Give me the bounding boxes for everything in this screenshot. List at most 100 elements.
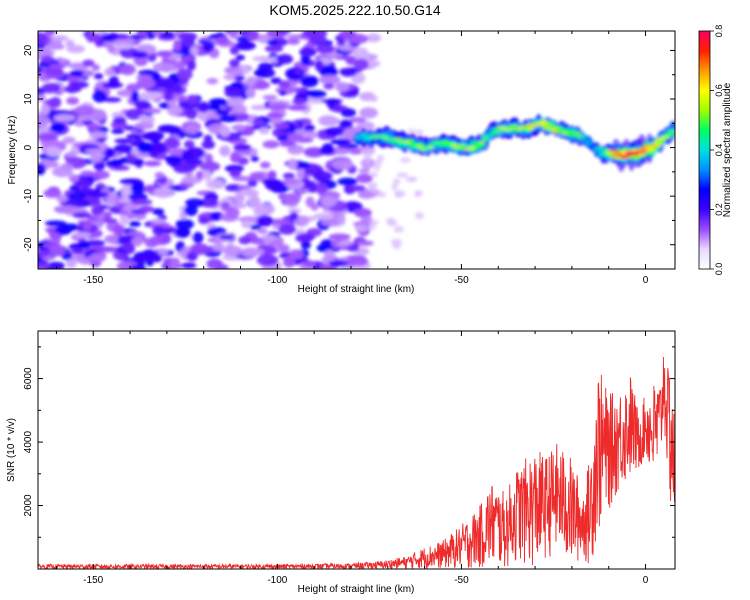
- heatmap-noise-cell: [56, 205, 78, 211]
- heatmap-noise-cell: [287, 133, 304, 143]
- heatmap-noise-cell: [70, 254, 88, 261]
- heatmap-noise-cell: [157, 31, 178, 39]
- heatmap-noise-cell: [318, 74, 341, 85]
- heatmap-noise-cell: [273, 122, 290, 129]
- heatmap-noise-cell: [112, 224, 126, 236]
- heatmap-noise-cell: [258, 127, 270, 135]
- heatmap-noise-cell: [295, 233, 314, 243]
- heatmap-noise-cell: [119, 214, 130, 226]
- heatmap-noise-cell: [276, 54, 294, 65]
- heatmap-noise-cell: [235, 54, 246, 61]
- heatmap-noise-cell: [137, 69, 159, 76]
- heatmap-noise-cell: [89, 191, 109, 198]
- heatmap-noise-cell: [267, 116, 283, 125]
- heatmap-noise-cell: [366, 181, 379, 189]
- heatmap-noise-cell: [38, 31, 48, 43]
- heatmap-signal-cell: [459, 145, 469, 148]
- heatmap-noise-cell: [186, 158, 204, 165]
- heatmap-noise-cell: [38, 262, 51, 269]
- heatmap-noise-cell: [282, 256, 296, 268]
- top-x-axis-label: Height of straight line (km): [298, 284, 415, 295]
- heatmap-noise-cell: [300, 54, 311, 66]
- heatmap-noise-cell: [176, 68, 193, 81]
- heatmap-noise-cell: [304, 124, 315, 133]
- heatmap-noise-cell: [319, 66, 338, 78]
- heatmap-signal-cell: [612, 149, 621, 152]
- top-y-axis-label: Frequency (Hz): [7, 116, 18, 185]
- heatmap-noise-cell: [152, 62, 175, 72]
- heatmap-signal-cell: [403, 140, 412, 144]
- heatmap-noise-cell: [168, 99, 177, 109]
- heatmap-noise-cell: [415, 190, 424, 196]
- snr-series-line: [38, 356, 675, 569]
- heatmap-noise-cell: [66, 258, 77, 269]
- heatmap-noise-cell: [232, 202, 247, 209]
- heatmap-noise-cell: [392, 242, 401, 250]
- heatmap-noise-cell: [363, 155, 371, 163]
- heatmap-noise-cell: [296, 169, 305, 180]
- heatmap-noise-cell: [220, 206, 236, 212]
- heatmap-noise-cell: [143, 160, 162, 167]
- heatmap-noise-cell: [123, 125, 136, 131]
- heatmap-noise-cell: [233, 143, 252, 151]
- heatmap-noise-cell: [198, 217, 210, 225]
- heatmap-noise-cell: [219, 125, 231, 138]
- heatmap-noise-cell: [184, 198, 205, 208]
- heatmap-noise-cell: [219, 234, 234, 240]
- colorbar-tick-label: 0.0: [714, 263, 724, 276]
- heatmap-noise-cell: [318, 115, 338, 127]
- heatmap-signal-cell: [467, 146, 476, 150]
- heatmap-noise-cell: [205, 178, 226, 190]
- heatmap-noise-cell: [229, 31, 239, 39]
- heatmap-noise-cell: [368, 95, 378, 102]
- bottom-y-tick-label: 4000: [23, 431, 34, 454]
- heatmap-signal-cell: [444, 145, 453, 148]
- heatmap-noise-cell: [130, 183, 146, 195]
- heatmap-noise-cell: [220, 202, 231, 208]
- heatmap-noise-cell: [287, 72, 302, 82]
- heatmap-noise-cell: [261, 234, 277, 242]
- heatmap-noise-cell: [38, 249, 50, 258]
- top-x-tick-label: 0: [643, 275, 649, 286]
- heatmap-signal-cell: [664, 134, 671, 138]
- heatmap-noise-cell: [414, 129, 424, 135]
- heatmap-signal-cell: [426, 146, 435, 149]
- heatmap-signal-cell: [541, 126, 552, 129]
- heatmap-signal-cell: [408, 142, 417, 145]
- heatmap-noise-cell: [129, 264, 147, 269]
- heatmap-noise-cell: [224, 86, 244, 99]
- bottom-y-axis-label: SNR (10 * v/v): [6, 418, 17, 482]
- heatmap-noise-cell: [100, 246, 121, 253]
- top-x-tick-label: -50: [454, 275, 469, 286]
- heatmap-noise-cell: [386, 221, 394, 227]
- heatmap-noise-cell: [208, 98, 228, 107]
- heatmap-noise-cell: [249, 171, 265, 181]
- heatmap-noise-cell: [96, 214, 106, 226]
- heatmap-signal-cell: [357, 136, 365, 139]
- heatmap-noise-cell: [174, 227, 191, 238]
- heatmap-noise-cell: [65, 199, 78, 206]
- heatmap-noise-cell: [151, 218, 165, 224]
- heatmap-noise-cell: [320, 196, 337, 207]
- heatmap-noise-cell: [278, 223, 297, 235]
- heatmap-noise-cell: [366, 33, 382, 43]
- heatmap-signal-cell: [400, 139, 410, 141]
- heatmap-noise-cell: [359, 107, 378, 119]
- heatmap-noise-cell: [137, 205, 155, 213]
- heatmap-noise-cell: [38, 93, 46, 102]
- heatmap-signal-cell: [358, 133, 369, 137]
- heatmap-noise-cell: [310, 202, 319, 211]
- heatmap-noise-cell: [330, 138, 351, 145]
- heatmap-noise-cell: [169, 106, 183, 115]
- heatmap-noise-cell: [379, 191, 387, 198]
- heatmap-noise-cell: [337, 177, 358, 186]
- heatmap-noise-cell: [222, 245, 243, 257]
- heatmap-noise-cell: [38, 49, 55, 58]
- heatmap-noise-cell: [276, 135, 290, 142]
- colorbar-label: Normalized spectral amplitude: [722, 82, 733, 217]
- heatmap-noise-cell: [206, 104, 221, 111]
- heatmap-noise-cell: [206, 258, 223, 269]
- heatmap-noise-cell: [324, 126, 346, 137]
- heatmap-noise-cell: [185, 108, 198, 120]
